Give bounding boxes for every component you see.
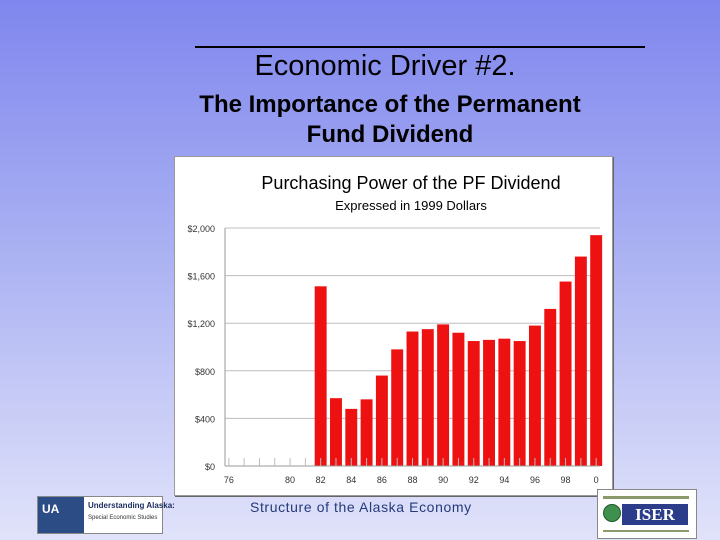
ua-mark: UA [38, 497, 84, 533]
logo-left-sub: Special Economic Studies [88, 515, 158, 521]
logo-rule-bottom [603, 530, 689, 532]
y-tick-label: $800 [195, 367, 215, 377]
understanding-alaska-logo: UA Understanding Alaska: Special Economi… [37, 496, 175, 534]
x-axis-labels: 76 80 82 84 86 88 90 92 94 96 98 0 [224, 475, 599, 485]
subtitle-line-1: The Importance of the Permanent [199, 91, 581, 118]
x-tick-label: 90 [438, 475, 448, 485]
seal-icon [603, 504, 621, 522]
x-tick-label: 82 [316, 475, 326, 485]
x-tick-label: 0 [594, 475, 599, 485]
bar-93 [483, 339, 495, 466]
subtitle-line-2: Fund Dividend [306, 121, 474, 148]
iser-wordmark: ISER [622, 504, 688, 525]
x-tick-label: 88 [407, 475, 417, 485]
slide-subtitle: The Importance of the Permanent Fund Div… [0, 90, 720, 150]
bar-97 [544, 308, 557, 466]
bar-91 [452, 332, 465, 466]
y-tick-label: $2,000 [187, 224, 215, 234]
bar-87 [391, 349, 404, 466]
bar-90 [437, 324, 450, 466]
title-rule [195, 46, 645, 48]
bar-88 [406, 331, 419, 466]
bar-98 [559, 281, 572, 466]
bar-89 [421, 329, 434, 466]
y-tick-label: $400 [195, 414, 215, 424]
bar-85 [360, 399, 373, 466]
x-tick-label: 76 [224, 475, 234, 485]
chart-panel: Purchasing Power of the PF Dividend Expr… [174, 156, 613, 496]
footer-text: Structure of the Alaska Economy [250, 499, 472, 515]
x-tick-label: 86 [377, 475, 387, 485]
y-tick-label: $1,600 [187, 272, 215, 282]
chart-bars [314, 235, 603, 466]
logo-rule-top [603, 496, 689, 499]
bar-86 [375, 375, 388, 466]
x-tick-label: 84 [346, 475, 356, 485]
bar-95 [513, 341, 526, 466]
bar-96 [528, 325, 541, 466]
x-tick-label: 92 [469, 475, 479, 485]
x-tick-label: 98 [561, 475, 571, 485]
bar-0 [590, 235, 603, 466]
bar-94 [498, 338, 511, 466]
iser-logo: ISER [597, 489, 697, 539]
logo-left-name: Understanding Alaska: [88, 501, 175, 510]
bar-92 [467, 341, 480, 466]
x-tick-label: 96 [530, 475, 540, 485]
bar-84 [345, 408, 358, 466]
bar-83 [330, 398, 342, 466]
chart-subtitle: Expressed in 1999 Dollars [335, 198, 487, 213]
bar-82 [314, 286, 327, 466]
y-tick-label: $0 [205, 462, 215, 472]
chart-axes [224, 228, 600, 467]
x-tick-label: 80 [285, 475, 295, 485]
slide-title: Economic Driver #2. [254, 50, 516, 82]
bar-99 [574, 256, 587, 466]
y-axis-labels: $0 $400 $800 $1,200 $1,600 $2,000 [187, 224, 215, 472]
x-tick-label: 94 [499, 475, 509, 485]
pf-dividend-chart: Purchasing Power of the PF Dividend Expr… [187, 173, 603, 485]
chart-title: Purchasing Power of the PF Dividend [261, 173, 560, 193]
y-tick-label: $1,200 [187, 319, 215, 329]
